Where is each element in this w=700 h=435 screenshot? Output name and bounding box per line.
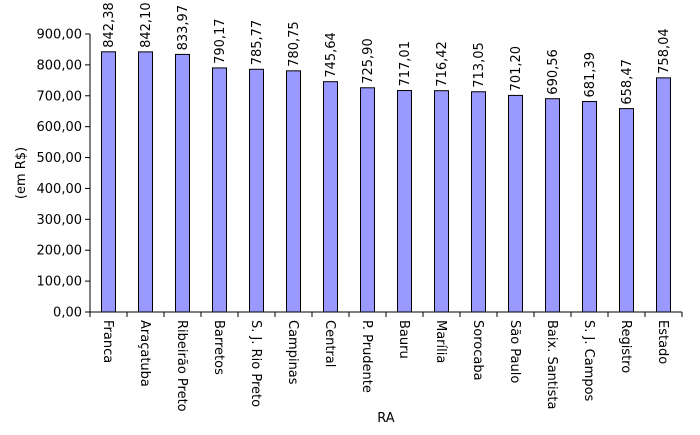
data-label: 833,97 xyxy=(176,5,191,51)
y-axis-ticks: 0,00 100,00 200,00 300,00 400,00 500,00 600,00… xyxy=(37,28,683,321)
data-label: 716,42 xyxy=(435,41,450,87)
bar xyxy=(101,51,116,313)
x-category-label: Campinas xyxy=(285,320,300,385)
y-tick-label: 900,00 xyxy=(37,28,83,43)
y-tick-label: 300,00 xyxy=(37,213,83,228)
bar xyxy=(175,53,190,313)
x-category-label: Sorocaba xyxy=(470,320,485,381)
x-category-label: Franca xyxy=(100,320,115,363)
data-label: 658,47 xyxy=(620,59,635,105)
bar xyxy=(471,91,486,313)
y-tick-label: 400,00 xyxy=(37,182,83,197)
x-category-label: Bauru xyxy=(396,320,411,359)
x-category-label: Ribeirão Preto xyxy=(174,320,189,412)
bars xyxy=(101,51,671,313)
data-labels: 842,38 842,10 833,97 790,17 785,77 780,75 745,… xyxy=(102,2,672,104)
y-axis-title: (em R$) xyxy=(14,147,29,199)
bar xyxy=(138,51,153,313)
data-label: 690,56 xyxy=(546,49,561,95)
bar xyxy=(656,77,671,313)
bar xyxy=(434,90,449,313)
data-label: 717,01 xyxy=(398,41,413,87)
data-label: 758,04 xyxy=(657,28,672,74)
bar xyxy=(286,70,301,313)
bar xyxy=(360,87,375,313)
x-category-label: Araçatuba xyxy=(137,320,152,387)
data-label: 790,17 xyxy=(213,18,228,64)
y-tick-label: 500,00 xyxy=(37,151,83,166)
y-tick-label: 100,00 xyxy=(37,275,83,290)
x-category-label: Marília xyxy=(433,320,448,363)
x-category-label: Registro xyxy=(618,320,633,373)
x-category-label: Barretos xyxy=(211,320,226,375)
y-tick-label: 600,00 xyxy=(37,120,83,135)
x-axis-title: RA xyxy=(377,411,395,426)
data-label: 701,20 xyxy=(509,46,524,92)
bar xyxy=(545,98,560,313)
bar xyxy=(619,108,634,313)
data-label: 725,90 xyxy=(361,38,376,84)
bar xyxy=(323,81,338,313)
bar xyxy=(508,94,523,313)
x-category-label: Baix. Santista xyxy=(544,320,559,409)
data-label: 785,77 xyxy=(250,20,265,66)
y-tick-label: 0,00 xyxy=(53,306,82,321)
x-category-label: Estado xyxy=(655,320,670,364)
data-label: 842,10 xyxy=(139,2,154,48)
x-category-label: P. Prudente xyxy=(359,320,374,393)
bar xyxy=(212,67,227,313)
x-category-label: S. J. Rio Preto xyxy=(248,320,263,407)
x-axis-category-labels: Franca Araçatuba Ribeirão Preto Barretos S. … xyxy=(100,320,670,412)
y-tick-label: 700,00 xyxy=(37,89,83,104)
x-category-label: Central xyxy=(322,320,337,367)
bar xyxy=(397,90,412,313)
x-category-label: São Paulo xyxy=(507,320,522,383)
data-label: 780,75 xyxy=(287,21,302,67)
data-label: 681,39 xyxy=(583,52,598,98)
y-tick-label: 800,00 xyxy=(37,58,83,73)
data-label: 842,38 xyxy=(102,2,117,48)
x-category-label: S. J. Campos xyxy=(581,320,596,402)
data-label: 713,05 xyxy=(472,42,487,88)
y-tick-label: 200,00 xyxy=(37,244,83,259)
bar xyxy=(582,101,597,313)
bar xyxy=(249,68,264,313)
data-label: 745,64 xyxy=(324,32,339,78)
